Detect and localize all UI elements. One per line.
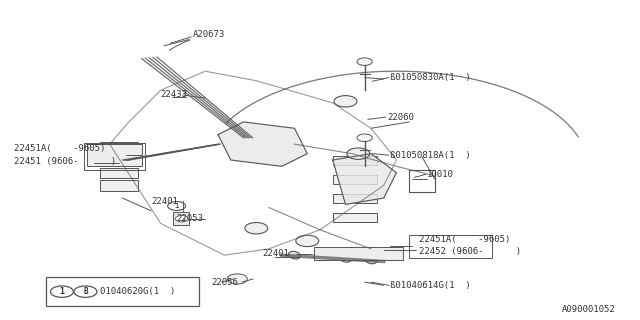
Text: 22451A(    -9605): 22451A( -9605) — [14, 144, 106, 153]
Text: A090001052: A090001052 — [562, 305, 616, 314]
Text: 22451 (9606-      ): 22451 (9606- ) — [14, 157, 116, 166]
FancyBboxPatch shape — [333, 194, 378, 203]
Text: B: B — [83, 287, 88, 296]
Circle shape — [245, 222, 268, 234]
Text: ß01040614G(1  ): ß01040614G(1 ) — [390, 281, 470, 290]
Text: 22060: 22060 — [387, 113, 414, 122]
Circle shape — [357, 58, 372, 66]
Text: 22056: 22056 — [212, 278, 239, 287]
FancyBboxPatch shape — [333, 156, 378, 165]
FancyBboxPatch shape — [333, 213, 378, 222]
Text: 22433: 22433 — [161, 91, 188, 100]
Text: 10010: 10010 — [427, 170, 454, 179]
Polygon shape — [333, 154, 396, 204]
FancyBboxPatch shape — [88, 144, 141, 166]
Ellipse shape — [314, 253, 326, 260]
Circle shape — [357, 134, 372, 142]
FancyBboxPatch shape — [173, 212, 189, 225]
FancyBboxPatch shape — [100, 155, 138, 166]
Text: 22401: 22401 — [262, 249, 289, 258]
Circle shape — [296, 235, 319, 247]
Ellipse shape — [365, 256, 377, 264]
Polygon shape — [218, 122, 307, 166]
FancyBboxPatch shape — [100, 168, 138, 178]
Text: 22451A(    -9605): 22451A( -9605) — [419, 235, 510, 244]
FancyBboxPatch shape — [314, 247, 403, 260]
Circle shape — [334, 96, 357, 107]
Text: i: i — [174, 202, 179, 211]
Text: 22401: 22401 — [151, 197, 178, 206]
Text: 22053: 22053 — [177, 214, 204, 223]
Circle shape — [227, 274, 247, 284]
Circle shape — [175, 215, 188, 222]
Text: ß01050830A(1  ): ß01050830A(1 ) — [390, 73, 470, 82]
FancyBboxPatch shape — [333, 175, 378, 184]
Text: 01040620G(1  ): 01040620G(1 ) — [100, 287, 175, 296]
FancyBboxPatch shape — [100, 142, 138, 153]
Circle shape — [347, 148, 370, 159]
Text: A20673: A20673 — [193, 30, 225, 39]
Text: ß01050818A(1  ): ß01050818A(1 ) — [390, 151, 470, 160]
Text: 22452 (9606-      ): 22452 (9606- ) — [419, 247, 521, 257]
Text: 1: 1 — [60, 287, 65, 296]
FancyBboxPatch shape — [100, 180, 138, 191]
Ellipse shape — [339, 254, 351, 262]
Ellipse shape — [289, 251, 301, 259]
